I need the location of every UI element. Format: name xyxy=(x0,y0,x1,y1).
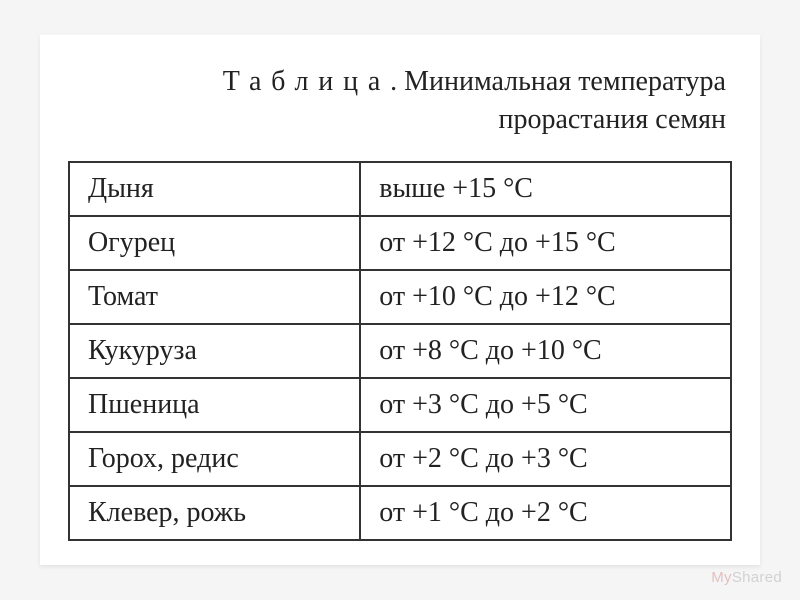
table-card: Таблица. Минимальная температура прораст… xyxy=(40,35,760,565)
crop-cell: Кукуруза xyxy=(69,324,360,378)
temp-cell: от +3 °C до +5 °C xyxy=(360,378,731,432)
table-title: Таблица. Минимальная температура прораст… xyxy=(68,63,732,139)
table-row: Огурец от +12 °C до +15 °C xyxy=(69,216,731,270)
table-row: Дыня выше +15 °C xyxy=(69,162,731,216)
title-separator: . xyxy=(390,66,404,97)
crop-cell: Томат xyxy=(69,270,360,324)
temp-cell: от +2 °C до +3 °C xyxy=(360,432,731,486)
table-row: Клевер, рожь от +1 °C до +2 °C xyxy=(69,486,731,540)
temp-cell: от +8 °C до +10 °C xyxy=(360,324,731,378)
germination-table: Дыня выше +15 °C Огурец от +12 °C до +15… xyxy=(68,161,732,541)
table-row: Томат от +10 °C до +12 °C xyxy=(69,270,731,324)
watermark-prefix: My xyxy=(711,569,732,586)
crop-cell: Клевер, рожь xyxy=(69,486,360,540)
temp-cell: от +10 °C до +12 °C xyxy=(360,270,731,324)
title-prefix: Таблица xyxy=(223,66,390,97)
crop-cell: Огурец xyxy=(69,216,360,270)
crop-cell: Дыня xyxy=(69,162,360,216)
table-row: Пшеница от +3 °C до +5 °C xyxy=(69,378,731,432)
title-main: Минимальная температура прорастания семя… xyxy=(404,66,726,135)
table-row: Горох, редис от +2 °C до +3 °C xyxy=(69,432,731,486)
temp-cell: от +12 °C до +15 °C xyxy=(360,216,731,270)
table-row: Кукуруза от +8 °C до +10 °C xyxy=(69,324,731,378)
crop-cell: Горох, редис xyxy=(69,432,360,486)
temp-cell: от +1 °C до +2 °C xyxy=(360,486,731,540)
watermark-suffix: Shared xyxy=(732,569,782,586)
temp-cell: выше +15 °C xyxy=(360,162,731,216)
crop-cell: Пшеница xyxy=(69,378,360,432)
watermark: MyShared xyxy=(711,569,782,586)
